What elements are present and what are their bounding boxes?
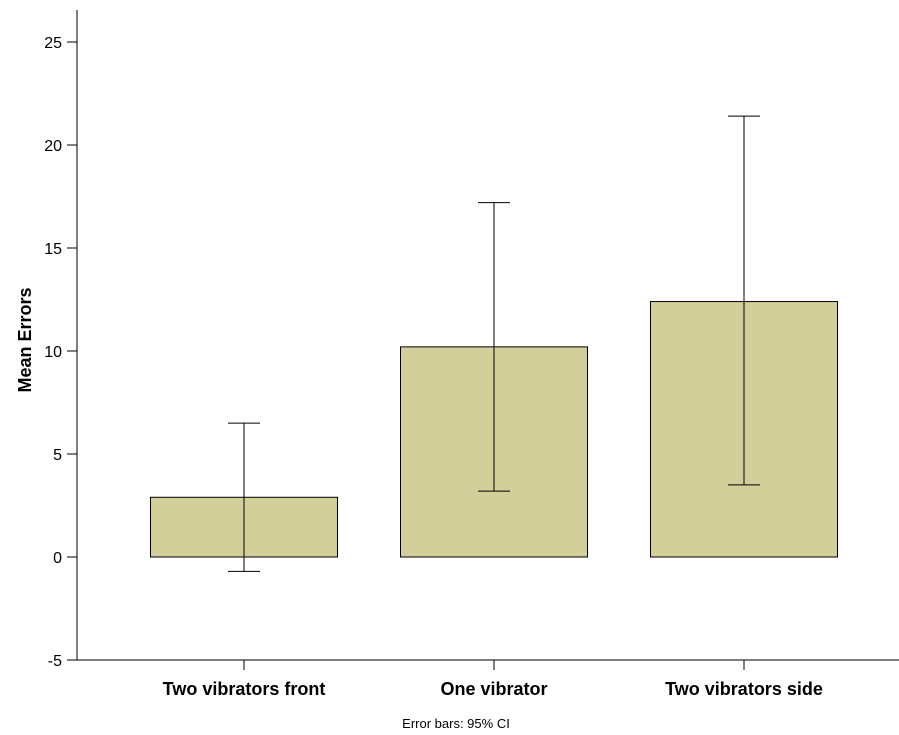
y-tick-label: 15 (44, 241, 62, 258)
y-tick-label: 5 (53, 447, 62, 464)
x-tick-label: Two vibrators side (665, 679, 823, 699)
y-axis-title: Mean Errors (15, 287, 35, 392)
y-tick-label: -5 (48, 653, 62, 670)
x-tick-label: One vibrator (440, 679, 547, 699)
error-bars-layer (228, 115, 760, 572)
x-tick-label: Two vibrators front (163, 679, 326, 699)
y-tick-label: 25 (44, 35, 62, 52)
error-bars-note: Error bars: 95% CI (402, 716, 510, 731)
ticks-layer: -5 0 5 10 15 20 25 Two vibrators front One vibra… (44, 35, 823, 699)
y-tick-label: 20 (44, 138, 62, 155)
y-tick-label: 0 (53, 550, 62, 567)
axes-layer (76, 10, 899, 661)
y-tick-label: 10 (44, 344, 62, 361)
